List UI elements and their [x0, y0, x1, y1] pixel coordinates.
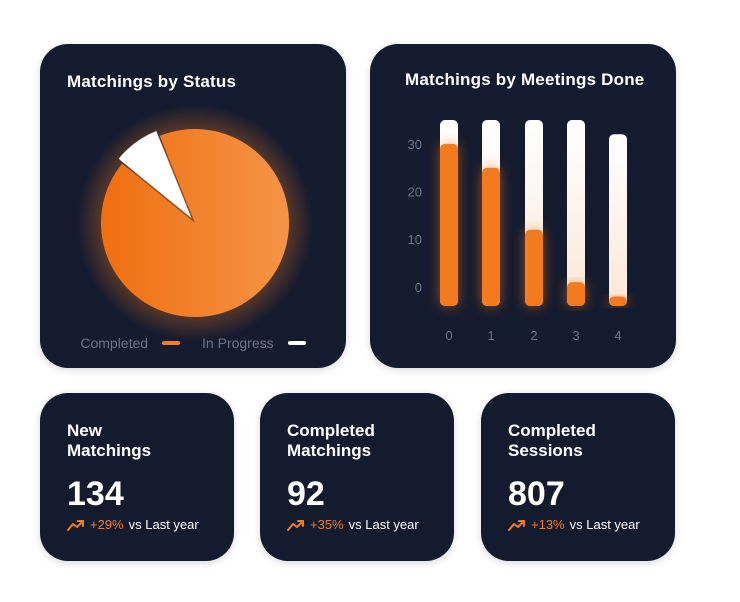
trend-up-icon: [67, 519, 84, 531]
trend-suffix: vs Last year: [569, 517, 640, 532]
trend-up-icon: [287, 519, 304, 531]
bar-2: [525, 229, 543, 306]
stat-value: 134: [67, 475, 124, 513]
stat-label: Completed Matchings: [287, 421, 375, 460]
bar-track: [567, 120, 585, 306]
y-tick-label: 30: [408, 137, 422, 152]
trend-suffix: vs Last year: [348, 517, 419, 532]
legend-completed-label: Completed: [80, 335, 149, 351]
y-tick-label: 20: [408, 185, 422, 200]
x-tick-label: 1: [487, 328, 494, 343]
trend-suffix: vs Last year: [128, 517, 199, 532]
matchings-by-meetings-card: Matchings by Meetings Done 30 20 10 0 0 1 2 3 4: [370, 44, 676, 368]
bar-chart: 30 20 10 0 0 1 2 3 4: [408, 120, 627, 343]
bar-track: [609, 134, 627, 306]
legend-in-progress-label: In Progress: [202, 335, 274, 351]
pie-chart-title: Matchings by Status: [67, 72, 237, 91]
trend-percent: +29%: [90, 517, 124, 532]
bar-0: [440, 143, 458, 306]
stat-value: 92: [287, 475, 325, 513]
legend-in-progress-swatch: [287, 341, 306, 345]
y-tick-label: 10: [408, 232, 422, 247]
bar-3: [567, 282, 585, 306]
trend-up-icon: [508, 519, 525, 531]
matchings-by-status-card: Matchings by Status Completed In Progres…: [40, 44, 346, 368]
stat-value: 807: [508, 475, 565, 513]
stat-card-new-matchings: New Matchings 134 +29% vs Last year: [40, 393, 234, 561]
bar-chart-title: Matchings by Meetings Done: [405, 70, 645, 89]
x-tick-label: 0: [445, 328, 452, 343]
stat-card-completed-sessions: Completed Sessions 807 +13% vs Last year: [481, 393, 675, 561]
y-tick-label: 0: [415, 280, 422, 295]
stat-label: New Matchings: [67, 421, 152, 460]
trend-percent: +35%: [310, 517, 344, 532]
x-tick-label: 3: [572, 328, 579, 343]
stat-label: Completed Sessions: [508, 421, 596, 460]
bar-4: [609, 296, 627, 306]
legend-completed-swatch: [162, 341, 181, 345]
bar-1: [482, 167, 500, 306]
x-tick-label: 2: [530, 328, 537, 343]
stat-trend: +35% vs Last year: [287, 517, 419, 532]
pie-slice-completed: [100, 129, 289, 317]
pie-slice-in-progress: [118, 131, 192, 219]
stat-card-completed-matchings: Completed Matchings 92 +35% vs Last year: [260, 393, 454, 561]
trend-percent: +13%: [531, 517, 565, 532]
pie-legend: Completed In Progress: [40, 335, 346, 351]
pie-chart: [77, 105, 313, 341]
stat-trend: +13% vs Last year: [508, 517, 640, 532]
stat-trend: +29% vs Last year: [67, 517, 199, 532]
x-tick-label: 4: [614, 328, 621, 343]
